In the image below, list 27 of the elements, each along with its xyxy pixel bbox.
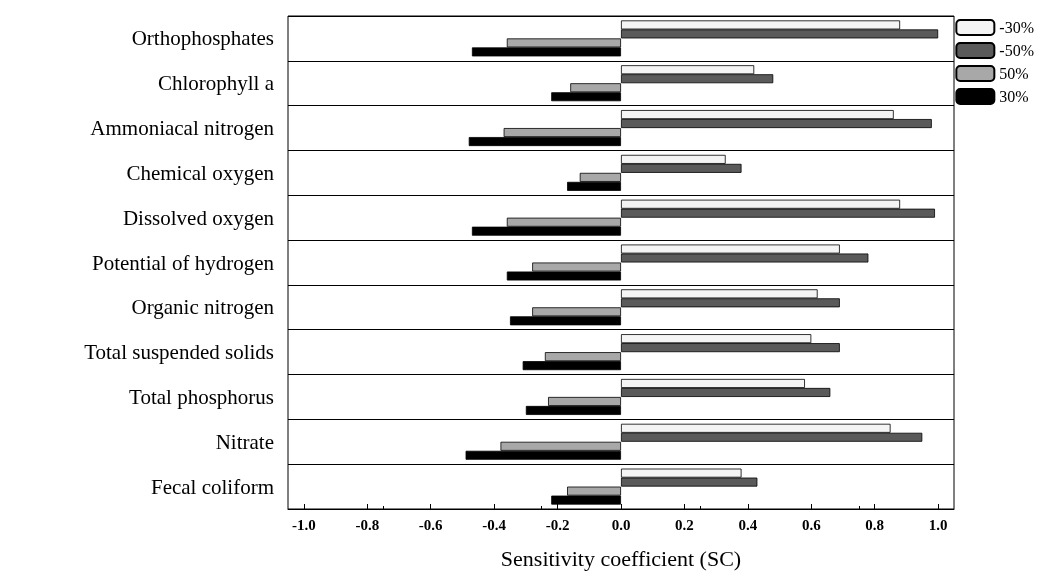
x-tick-label: 0.6 [801,516,822,533]
legend-label: -50% [999,42,1034,59]
x-tick-label: 0.8 [865,516,885,533]
y-tick-label: Ammoniacal nitrogen [90,116,275,141]
x-axis-title: Sensitivity coefficient (SC) [500,545,742,571]
x-tick-label: -0.2 [545,516,570,533]
x-tick-label: -0.8 [355,516,380,533]
x-tick-label: 0.2 [675,516,694,533]
y-tick-label: Chlorophyll a [157,71,275,96]
x-tick-label: 0.4 [738,516,758,533]
y-tick-label: Total suspended solids [84,340,274,365]
y-tick-label: Orthophosphates [131,26,274,51]
x-tick-label: -0.6 [418,516,444,533]
x-tick-label: -0.4 [482,516,507,533]
y-tick-label: Potential of hydrogen [92,250,275,275]
legend-label: 30% [999,88,1029,105]
legend-label: 50% [999,65,1029,82]
legend-label: -30% [999,19,1034,36]
y-tick-label: Dissolved oxygen [122,205,275,230]
y-tick-label: Nitrate [215,429,274,454]
y-tick-label: Chemical oxygen [126,160,275,185]
x-tick-label: 1.0 [928,516,948,533]
x-tick-label: 0.0 [611,516,631,533]
y-tick-label: Fecal coliform [150,474,274,499]
y-tick-label: Total phosphorus [129,384,274,409]
y-tick-label: Organic nitrogen [131,295,275,320]
x-tick-label: -1.0 [291,516,316,533]
